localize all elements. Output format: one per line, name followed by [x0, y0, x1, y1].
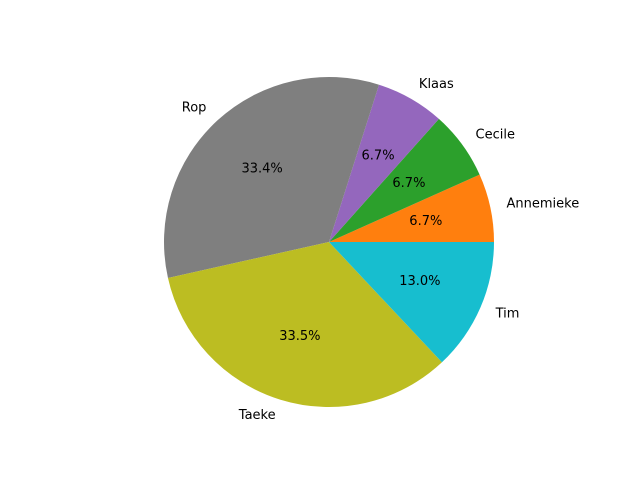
pie-slice-taeke [167, 242, 442, 407]
slice-label-klaas: Klaas [419, 77, 454, 92]
slice-percent-cecile: 6.7% [392, 176, 425, 191]
pie-slice-klaas [329, 84, 439, 242]
slice-label-tim: Tim [495, 307, 520, 322]
slice-percent-tim: 13.0% [399, 274, 440, 289]
pie-slice-rop [163, 76, 380, 278]
slice-label-rop: Rop [182, 101, 207, 116]
pie-slice-tim [329, 242, 494, 363]
slice-percent-annemieke: 6.7% [409, 214, 442, 229]
slice-label-annemieke: Annemieke [506, 197, 579, 212]
slice-label-taeke: Taeke [238, 408, 276, 423]
pie-slice-cecile [329, 118, 480, 242]
slice-percent-rop: 33.4% [241, 161, 282, 176]
slice-label-cecile: Cecile [476, 127, 515, 142]
slice-percent-taeke: 33.5% [279, 329, 320, 344]
pie-slice-annemieke [329, 174, 494, 242]
slice-percent-klaas: 6.7% [362, 149, 395, 164]
